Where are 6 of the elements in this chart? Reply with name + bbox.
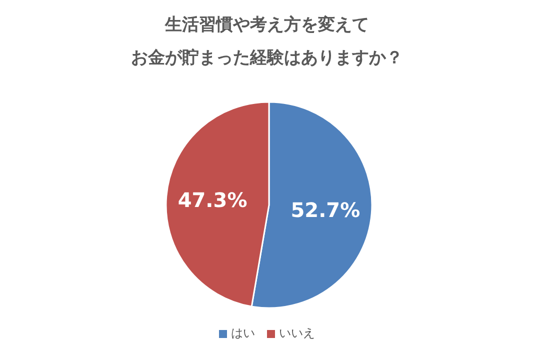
chart-subtitle: お金が貯まった経験はありますか？ [131, 48, 403, 68]
chart-title: 生活習慣や考え方を変えて [164, 15, 369, 35]
data-label: 47.3% [178, 188, 248, 212]
legend-label: はい [231, 325, 255, 342]
legend-label: いいえ [279, 325, 315, 342]
data-label: 52.7% [290, 198, 360, 222]
